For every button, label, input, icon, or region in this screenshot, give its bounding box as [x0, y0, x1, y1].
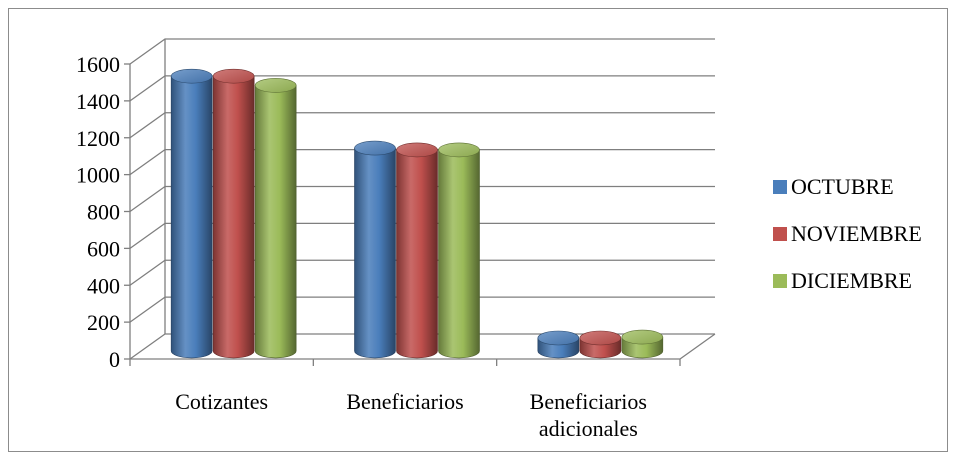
- gridline: [129, 222, 715, 249]
- legend-label-octubre: OCTUBRE: [791, 174, 894, 199]
- y-tick-label: 1000: [76, 163, 120, 188]
- legend: OCTUBRE NOVIEMBRE DICIEMBRE: [773, 174, 922, 293]
- bar-top: [579, 330, 622, 346]
- bar-top: [537, 330, 580, 346]
- gridline: [129, 112, 715, 139]
- gridline: [129, 333, 715, 360]
- bar-body: [438, 149, 480, 359]
- y-tick-label: 400: [87, 273, 120, 298]
- bar-body: [396, 149, 438, 359]
- legend-label-noviembre: NOVIEMBRE: [791, 221, 922, 246]
- y-tick-label: 1400: [76, 89, 120, 114]
- bar-cotizantes-noviembre: [212, 68, 255, 359]
- y-tick-label: 600: [87, 236, 120, 261]
- bar-body: [254, 85, 297, 359]
- bar-beneficiarios-adicionales-noviembre: [579, 330, 622, 359]
- x-axis-labels: Cotizantes Beneficiarios Beneficiariosadic…: [175, 389, 647, 441]
- bar-beneficiarios-octubre: [354, 140, 396, 359]
- legend-label-diciembre: DICIEMBRE: [791, 268, 912, 293]
- legend-swatch-noviembre: [773, 227, 787, 241]
- category-label: Beneficiarios: [530, 389, 647, 414]
- bars: [170, 68, 664, 359]
- y-axis: 0 200 400 600 800 1000 1200 1400 1600: [76, 52, 681, 372]
- y-tick-label: 1200: [76, 126, 120, 151]
- bar-top: [438, 142, 480, 158]
- bar-top: [170, 68, 213, 84]
- category-label: adicionales: [539, 416, 638, 441]
- bar-top: [354, 140, 396, 156]
- bar-top: [396, 142, 438, 158]
- gridline: [129, 185, 715, 213]
- bar-beneficiarios-adicionales-octubre: [537, 330, 580, 359]
- bar-body: [354, 147, 396, 359]
- legend-swatch-octubre: [773, 180, 787, 194]
- bar-beneficiarios-diciembre: [438, 142, 480, 359]
- bar-chart: 0 200 400 600 800 1000 1200 1400 1600 Cotizantes…: [76, 38, 922, 441]
- chart-frame: 0 200 400 600 800 1000 1200 1400 1600 Cotizantes…: [8, 8, 948, 452]
- bar-body: [170, 75, 213, 359]
- y-tick-label: 200: [87, 310, 120, 335]
- bar-top: [254, 78, 297, 93]
- gridline: [129, 296, 715, 323]
- bar-body: [212, 75, 255, 359]
- bar-beneficiarios-noviembre: [396, 142, 438, 359]
- bar-top: [212, 68, 255, 84]
- gridline: [129, 38, 715, 65]
- gridline: [129, 75, 715, 102]
- category-label: Beneficiarios: [346, 389, 463, 414]
- gridline: [129, 148, 715, 176]
- y-tick-label: 0: [109, 347, 120, 372]
- gridlines: [129, 38, 715, 360]
- bar-top: [621, 329, 664, 345]
- y-tick-label: 800: [87, 200, 120, 225]
- gridline: [129, 259, 715, 286]
- category-label: Cotizantes: [175, 389, 268, 414]
- legend-swatch-diciembre: [773, 274, 787, 288]
- bar-cotizantes-octubre: [170, 68, 213, 359]
- bar-cotizantes-diciembre: [254, 78, 297, 359]
- y-tick-label: 1600: [76, 52, 120, 77]
- bar-beneficiarios-adicionales-diciembre: [621, 329, 664, 359]
